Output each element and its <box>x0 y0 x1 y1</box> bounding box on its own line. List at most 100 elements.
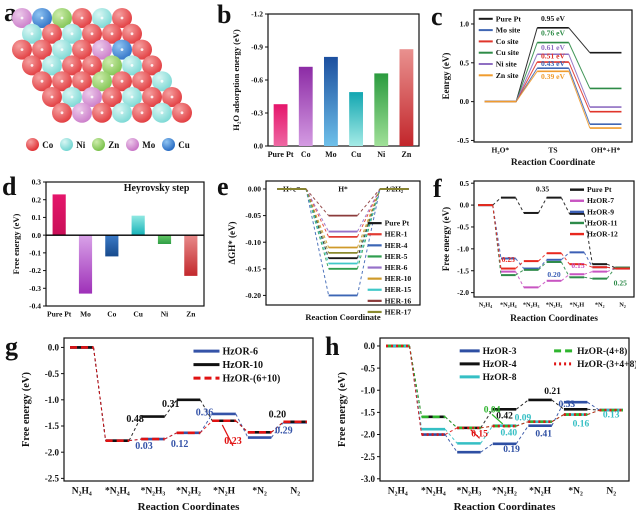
annotation: 0.12 <box>171 439 189 450</box>
atom-highlight <box>130 32 134 36</box>
legend-label-HzOR-11: HzOR-11 <box>587 218 618 227</box>
annotation: 0.31 <box>162 399 180 410</box>
atom-highlight <box>50 64 54 67</box>
atom-highlight <box>30 64 34 67</box>
chart-svg-g: 0.0 -0.5 -1.0 -1.5 -2.0 -2.5 Free energy (eV) R… <box>21 337 314 513</box>
y-tick-label: 0.5 <box>460 58 470 67</box>
panel-label-c: c <box>431 2 443 31</box>
bar-Cu <box>349 92 364 146</box>
atomic-lattice <box>12 8 192 123</box>
legend-label-HzOR-3: HzOR-3 <box>483 347 517 357</box>
y-tick-label: -2.0 <box>361 430 376 440</box>
legend-item-cu: Cu <box>162 138 190 151</box>
y-tick-label: -1.0 <box>457 244 469 253</box>
panel-label-f: f <box>433 174 442 203</box>
bar-Mo <box>323 56 338 146</box>
legend-label-cu: Cu <box>178 139 190 150</box>
annotation: 0.61 eV <box>541 43 566 52</box>
y-axis-label: Free energy (eV) <box>441 207 451 271</box>
legend-label-HER-4: HER-4 <box>385 241 408 250</box>
state-label: H₂O* <box>491 146 509 155</box>
y-tick-label: -1.5 <box>361 408 376 418</box>
panel-a-structure: Co Ni Zn Mo Cu <box>0 0 213 172</box>
bar-Ni <box>157 235 172 244</box>
atom-highlight <box>70 95 74 99</box>
panel-label-d: d <box>2 172 17 201</box>
state-label: *N₂H₃ <box>457 487 482 497</box>
legend-label-HzOR-10: HzOR-10 <box>222 360 263 371</box>
atom-highlight <box>130 95 134 99</box>
legend-label-HzOR-8: HzOR-8 <box>483 373 517 383</box>
bar-Ni <box>374 73 389 146</box>
y-tick-label: -0.2 <box>29 266 41 275</box>
atom-highlight <box>140 79 144 83</box>
atom-highlight <box>110 32 114 36</box>
panel-label-b: b <box>217 0 232 29</box>
state-label: *N₂H <box>213 487 235 497</box>
panel-label-e: e <box>217 172 229 201</box>
atom-highlight <box>90 95 94 99</box>
annotation: 0.09 <box>515 413 532 423</box>
plot-border <box>265 180 421 306</box>
atom-highlight <box>150 95 154 99</box>
series-HER-17 <box>277 188 409 254</box>
bar-Co <box>105 235 119 257</box>
annotation: 0.48 <box>126 414 144 425</box>
legend-label-ni: Ni <box>76 139 86 150</box>
annotation: 0.21 <box>544 387 561 397</box>
legend-label-HzOR-(3+4+8): HzOR-(3+4+8) <box>577 359 636 370</box>
y-tick-label: 0.2 <box>32 195 42 204</box>
legend-label-HER-1: HER-1 <box>385 230 408 239</box>
atom-highlight <box>160 79 164 83</box>
annotation: Heyrovsky step <box>124 183 190 194</box>
annotation: 0.41 <box>535 429 552 439</box>
legend-label-Pure Pt: Pure Pt <box>385 219 410 228</box>
state-label: OH*+H* <box>591 146 621 155</box>
atom-highlight <box>140 48 144 51</box>
atom-highlight <box>120 79 124 83</box>
annotation: 0.51 eV <box>541 51 566 60</box>
y-tick-label: -0.4 <box>29 302 41 311</box>
annotation: 0.23 <box>502 255 515 264</box>
chart-svg-b: 0.0 -0.3 -0.6 -0.9 -1.2 H₂O adsorption energy… <box>231 10 420 159</box>
y-tick-label: -1.5 <box>45 421 60 431</box>
annotation-arrow <box>491 413 504 425</box>
series-HzOR-(6+10) <box>70 346 307 442</box>
state-label: N₂ <box>290 487 300 497</box>
legend-label-HER-16: HER-16 <box>385 296 412 305</box>
annotation: 0.13 <box>603 411 620 421</box>
y-tick-label: -3.0 <box>361 474 376 484</box>
state-label: *N₂H₄ <box>105 487 130 497</box>
legend-label-HzOR-6: HzOR-6 <box>222 346 258 357</box>
annotation: 0.36 <box>196 408 214 419</box>
chart-hzor-pathway-f: 0.5 0.0 -0.5 -1.0 -1.5 -2.0 Free energy (eV) Re… <box>440 176 638 324</box>
state-label: *N₂H₂ <box>176 487 201 497</box>
bar-Pure Pt <box>52 194 66 236</box>
y-tick-label: -0.9 <box>251 43 263 52</box>
chart-svg-e: 0.00 -0.05 -0.10 -0.15 -0.20 ΔGH* (eV) Reactio… <box>227 180 421 322</box>
x-category-label: Ni <box>161 310 169 319</box>
state-label: *N₂H₂ <box>492 487 517 497</box>
legend-item-ni: Ni <box>60 138 85 151</box>
annotation: 0.95 eV <box>541 14 566 23</box>
atom-highlight <box>60 111 64 115</box>
legend-label-HzOR-4: HzOR-4 <box>483 360 517 370</box>
atom-highlight <box>120 16 124 20</box>
y-tick-label: 0.5 <box>460 179 470 188</box>
annotation-arrow <box>470 429 481 439</box>
y-axis-label: H₂O adsorption energy (eV) <box>231 29 241 131</box>
chart-h2o-adsorption-energy: 0.0 -0.3 -0.6 -0.9 -1.2 H₂O adsorption energy… <box>230 4 424 168</box>
atom-highlight <box>40 16 44 20</box>
legend-label-Mo site: Mo site <box>496 26 521 35</box>
chart-svg-d: 0.3 0.2 0.1 0.0 -0.1 -0.2 -0.3 -0.4 Free energy … <box>11 178 205 319</box>
state-label: N₂H₄ <box>72 487 92 497</box>
x-axis-label: Reaction Coordinates <box>454 501 556 513</box>
annotation: 0.20 <box>547 270 560 279</box>
state-label: N₂ <box>606 487 616 497</box>
bar-Zn <box>399 49 414 147</box>
atom-highlight <box>170 95 174 99</box>
atom-highlight <box>60 79 64 83</box>
chart-water-dissociation-barrier: 1.0 0.5 0.0 -0.5 Eenrgy (eV) Reaction Coordin… <box>440 4 638 168</box>
y-tick-label: 0.1 <box>32 213 42 222</box>
